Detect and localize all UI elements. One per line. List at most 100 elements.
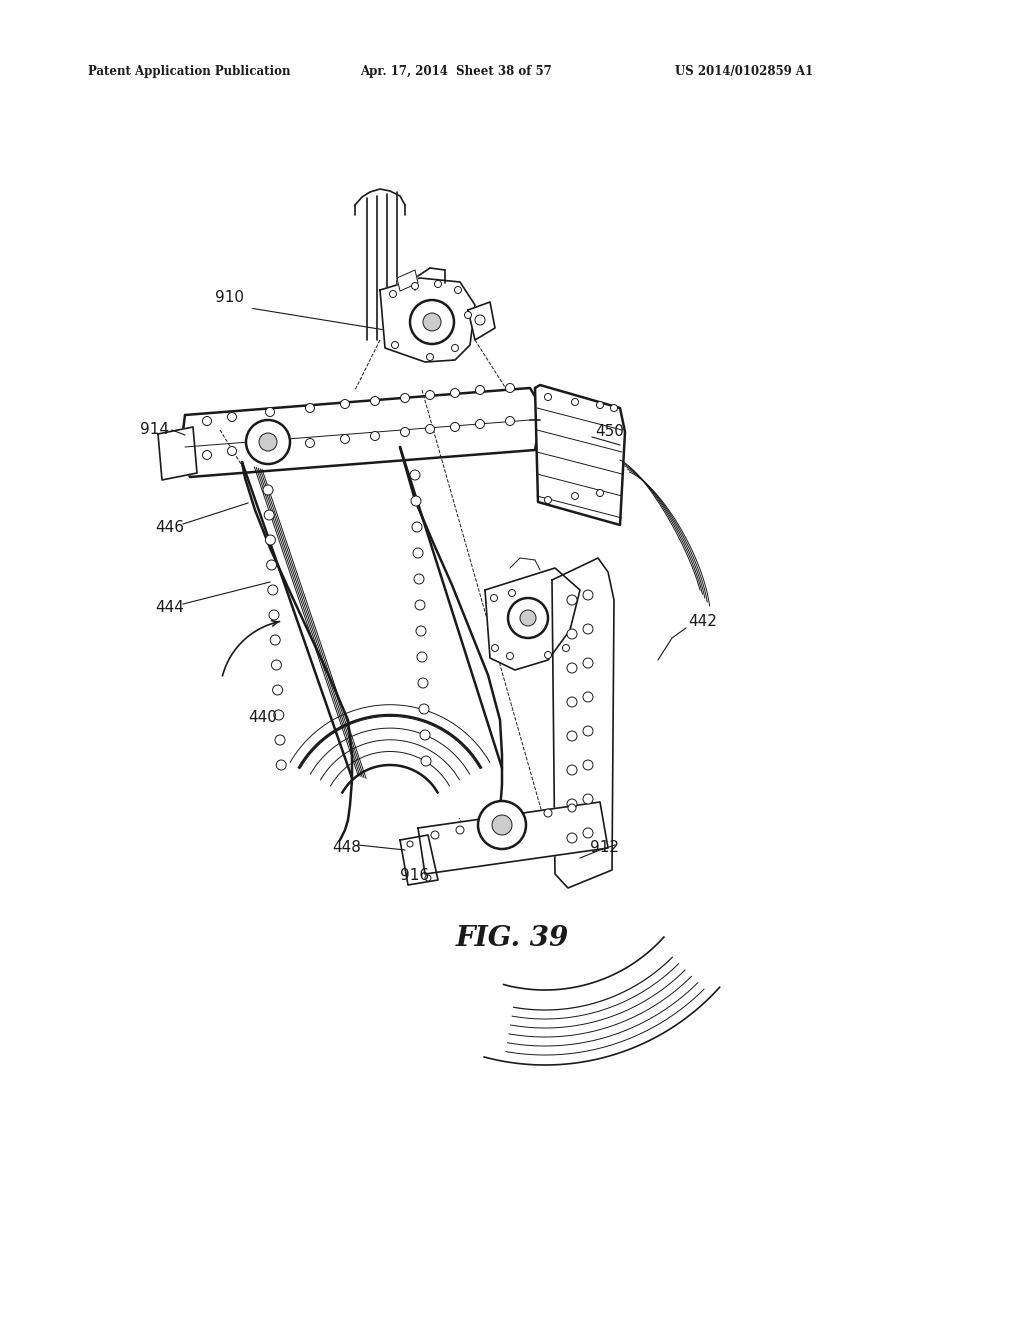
Circle shape [407,841,413,847]
Circle shape [391,342,398,348]
Circle shape [583,590,593,601]
Text: 450: 450 [595,425,624,440]
Circle shape [509,590,515,597]
Circle shape [271,660,282,671]
Circle shape [434,281,441,288]
Circle shape [583,795,593,804]
Circle shape [431,832,439,840]
Circle shape [263,484,273,495]
Text: US 2014/0102859 A1: US 2014/0102859 A1 [675,66,813,78]
Circle shape [492,814,512,836]
Text: 910: 910 [215,290,244,305]
Circle shape [264,510,274,520]
Polygon shape [158,426,197,480]
Circle shape [545,393,552,400]
Polygon shape [242,447,502,770]
Circle shape [475,315,485,325]
Circle shape [492,644,499,652]
Circle shape [567,595,577,605]
Circle shape [426,425,434,433]
Text: 448: 448 [332,841,360,855]
Circle shape [276,760,286,770]
Circle shape [544,809,552,817]
Circle shape [567,799,577,809]
Circle shape [506,417,514,425]
Circle shape [465,312,471,318]
Polygon shape [400,836,438,884]
Circle shape [475,420,484,429]
Circle shape [451,422,460,432]
Circle shape [341,434,349,444]
Circle shape [412,521,422,532]
Circle shape [567,663,577,673]
Circle shape [451,388,460,397]
Circle shape [270,442,280,451]
Circle shape [273,710,284,719]
Circle shape [583,657,593,668]
Polygon shape [242,447,502,840]
Circle shape [507,652,513,660]
Circle shape [266,560,276,570]
Circle shape [597,401,603,408]
Circle shape [227,412,237,421]
Circle shape [583,828,593,838]
Circle shape [275,735,285,744]
Circle shape [265,408,274,417]
Circle shape [259,433,278,451]
Polygon shape [535,385,625,525]
Circle shape [567,697,577,708]
Circle shape [400,393,410,403]
Text: 446: 446 [155,520,184,536]
Circle shape [562,644,569,652]
Circle shape [610,404,617,412]
Circle shape [265,535,275,545]
Circle shape [203,450,212,459]
Circle shape [410,300,454,345]
Circle shape [417,652,427,663]
Circle shape [269,610,279,620]
Circle shape [456,826,464,834]
Circle shape [452,345,459,351]
Circle shape [413,548,423,558]
Polygon shape [397,271,418,290]
Circle shape [389,290,396,297]
Circle shape [567,766,577,775]
Circle shape [597,490,603,496]
Circle shape [490,594,498,602]
Circle shape [571,492,579,499]
Text: 916: 916 [400,867,429,883]
Circle shape [520,610,536,626]
Circle shape [423,313,441,331]
Circle shape [419,704,429,714]
Circle shape [410,470,420,480]
Circle shape [268,585,278,595]
Polygon shape [180,388,540,477]
Circle shape [227,446,237,455]
Polygon shape [418,803,608,874]
Circle shape [567,833,577,843]
Circle shape [416,626,426,636]
Circle shape [545,496,552,503]
Circle shape [508,598,548,638]
Circle shape [371,432,380,441]
Circle shape [421,756,431,766]
Text: FIG. 39: FIG. 39 [456,924,568,952]
Circle shape [418,678,428,688]
Circle shape [478,801,526,849]
Polygon shape [299,715,481,792]
Text: 442: 442 [688,615,717,630]
Circle shape [583,726,593,737]
Text: Patent Application Publication: Patent Application Publication [88,66,291,78]
Circle shape [567,731,577,741]
Text: 912: 912 [590,841,618,855]
Circle shape [246,420,290,465]
Circle shape [425,875,431,880]
Circle shape [415,601,425,610]
Circle shape [414,574,424,583]
Circle shape [506,384,514,392]
Circle shape [420,730,430,741]
Circle shape [272,685,283,696]
Circle shape [412,282,419,289]
Polygon shape [468,302,495,341]
Circle shape [371,396,380,405]
